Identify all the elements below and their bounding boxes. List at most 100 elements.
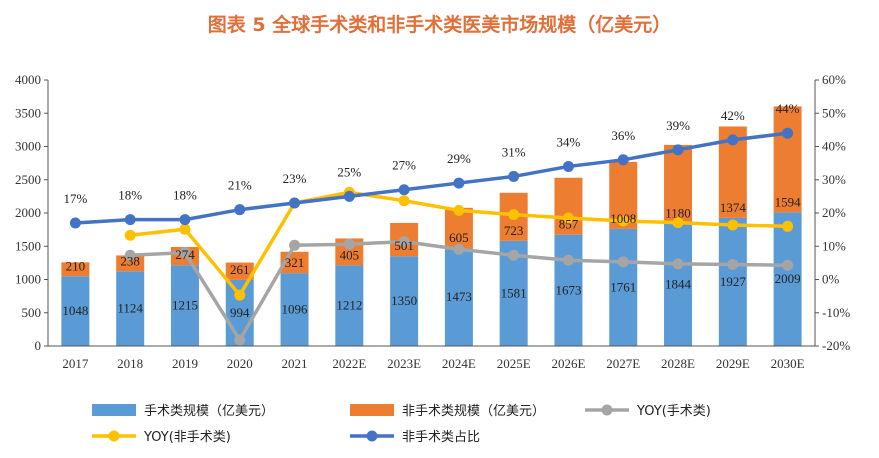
yoy-surgical-point — [124, 249, 136, 261]
bar-nonsurgical — [61, 262, 90, 277]
nonsurgical-share-point — [453, 177, 465, 189]
nonsurgical-share-point — [234, 204, 246, 216]
bar-nonsurgical — [225, 262, 254, 280]
nonsurgical-value-label: 501 — [394, 238, 414, 253]
yoy-surgical-point — [179, 247, 191, 259]
right-axis-tick-label: 50% — [822, 105, 846, 120]
nonsurgical-value-label: 238 — [120, 253, 140, 268]
surgical-value-label: 1212 — [336, 298, 362, 313]
chart-title: 图表 5 全球手术类和非手术类医美市场规模（亿美元） — [207, 14, 672, 36]
surgical-value-label: 1473 — [446, 289, 472, 304]
nonsurgical-share-point — [343, 190, 355, 202]
x-axis-tick-label: 2018 — [117, 356, 143, 371]
x-axis-tick-label: 2027E — [606, 356, 640, 371]
yoy-nonsurgical-point — [234, 289, 246, 301]
nonsurgical-value-label: 1180 — [665, 205, 691, 220]
bar-nonsurgical — [664, 144, 693, 224]
legend-item-marker — [601, 404, 613, 416]
x-axis-tick-label: 2024E — [442, 356, 476, 371]
x-axis-tick-label: 2026E — [551, 356, 585, 371]
bar-surgical — [609, 228, 638, 346]
legend: 手术类规模（亿美元） 非手术类规模（亿美元） YOY(手术类) YOY(非手术类) 非手… — [92, 404, 711, 445]
left-axis-tick-label: 500 — [22, 305, 42, 320]
nonsurgical-share-label: 17% — [63, 191, 87, 206]
bar-surgical — [554, 234, 583, 346]
yoy-nonsurgical-point — [727, 219, 739, 231]
x-axis-tick-label: 2025E — [497, 356, 531, 371]
yoy-nonsurgical-point — [672, 217, 684, 229]
bar-surgical — [664, 223, 693, 346]
yoy-surgical-point — [508, 249, 520, 261]
bar-surgical — [718, 217, 747, 346]
nonsurgical-share-point — [69, 217, 81, 229]
right-axis-tick-label: 20% — [822, 205, 846, 220]
surgical-value-label: 1844 — [665, 277, 692, 292]
bar-surgical — [444, 248, 473, 346]
yoy-nonsurgical-point — [398, 195, 410, 207]
nonsurgical-share-point — [782, 127, 794, 139]
nonsurgical-value-label: 261 — [230, 262, 250, 277]
yoy-nonsurgical-point — [179, 223, 191, 235]
right-axis-tick-label: 10% — [822, 238, 846, 253]
nonsurgical-share-label: 36% — [611, 128, 635, 143]
left-axis-tick-label: 3500 — [15, 105, 41, 120]
nonsurgical-share-label: 39% — [666, 118, 690, 133]
right-axis-tick-label: 0% — [822, 272, 840, 287]
legend-item-marker — [108, 430, 120, 442]
right-axis-tick-label: -20% — [822, 338, 850, 353]
x-axis-tick-label: 2022E — [332, 356, 366, 371]
bar-nonsurgical — [773, 106, 802, 213]
data-labels: 1048 1124 1215 994 1096 1212 1350 1473 1581 1673 1… — [62, 101, 801, 320]
yoy-nonsurgical-point — [453, 204, 465, 216]
legend-item-label: YOY(手术类) — [636, 404, 711, 419]
surgical-value-label: 1581 — [501, 285, 527, 300]
right-axis-tick-label: 60% — [822, 72, 846, 87]
left-axis-tick-label: 3000 — [15, 139, 41, 154]
line-series — [69, 127, 794, 346]
nonsurgical-value-label: 210 — [66, 258, 86, 273]
nonsurgical-share-label: 21% — [228, 178, 252, 193]
bar-surgical — [61, 276, 90, 346]
nonsurgical-value-label: 723 — [504, 223, 524, 238]
legend-item-label: 非手术类规模（亿美元） — [402, 404, 545, 419]
nonsurgical-share-point — [672, 144, 684, 156]
x-axis-tick-label: 2021 — [282, 356, 308, 371]
axes: 0 500 1000 1500 2000 2500 3000 3500 4000 -20% -10%… — [15, 72, 850, 371]
yoy-nonsurgical-point — [617, 215, 629, 227]
nonsurgical-share-point — [179, 214, 191, 226]
yoy-surgical-point — [234, 334, 246, 346]
bar-surgical — [116, 271, 145, 346]
left-axis-tick-label: 1000 — [15, 272, 41, 287]
nonsurgical-value-label: 1008 — [610, 211, 636, 226]
bar-surgical — [335, 265, 364, 346]
legend-item-label: 手术类规模（亿美元） — [144, 404, 274, 419]
surgical-value-label: 1673 — [555, 282, 581, 297]
left-axis-tick-label: 4000 — [15, 72, 41, 87]
yoy-nonsurgical-point — [782, 220, 794, 232]
legend-item-label: 非手术类占比 — [402, 430, 480, 445]
yoy-surgical-point — [727, 259, 739, 271]
yoy-surgical-point — [672, 258, 684, 270]
surgical-value-label: 1761 — [610, 279, 636, 294]
surgical-value-label: 1215 — [172, 298, 198, 313]
left-axis-tick-label: 1500 — [15, 238, 41, 253]
nonsurgical-share-label: 31% — [502, 144, 526, 159]
surgical-value-label: 1048 — [62, 303, 88, 318]
surgical-value-label: 994 — [230, 305, 250, 320]
bar-surgical — [390, 256, 419, 346]
legend-item-swatch — [350, 404, 394, 416]
nonsurgical-share-point — [398, 184, 410, 196]
x-axis-tick-label: 2020 — [227, 356, 253, 371]
nonsurgical-value-label: 857 — [559, 217, 579, 232]
legend-item-label: YOY(非手术类) — [143, 430, 231, 445]
nonsurgical-share-label: 18% — [118, 188, 142, 203]
surgical-value-label: 1124 — [117, 301, 143, 316]
nonsurgical-value-label: 321 — [285, 255, 305, 270]
x-axis-tick-label: 2030E — [771, 356, 805, 371]
yoy-surgical-point — [398, 236, 410, 248]
bar-surgical — [280, 273, 309, 346]
nonsurgical-share-label: 23% — [283, 171, 307, 186]
left-axis-tick-label: 2000 — [15, 205, 41, 220]
x-axis-tick-label: 2019 — [172, 356, 198, 371]
